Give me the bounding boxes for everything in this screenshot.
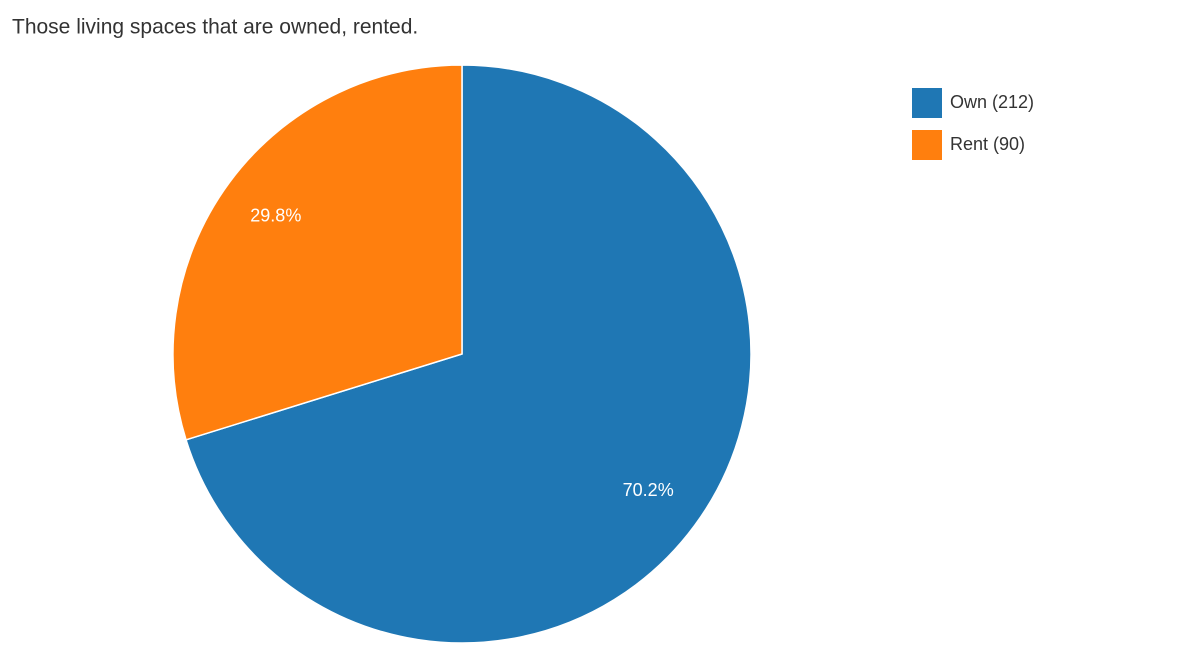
- data-label: 29.8%: [250, 206, 301, 226]
- data-label: 70.2%: [623, 480, 674, 500]
- legend-label: Rent (90): [950, 134, 1025, 154]
- pie-slice: [185, 64, 752, 644]
- pie-slice: [172, 64, 463, 441]
- legend-swatch: [912, 130, 942, 160]
- legend-label: Own (212): [950, 92, 1034, 112]
- chart-title: Those living spaces that are owned, rent…: [12, 16, 418, 39]
- legend-swatch: [912, 88, 942, 118]
